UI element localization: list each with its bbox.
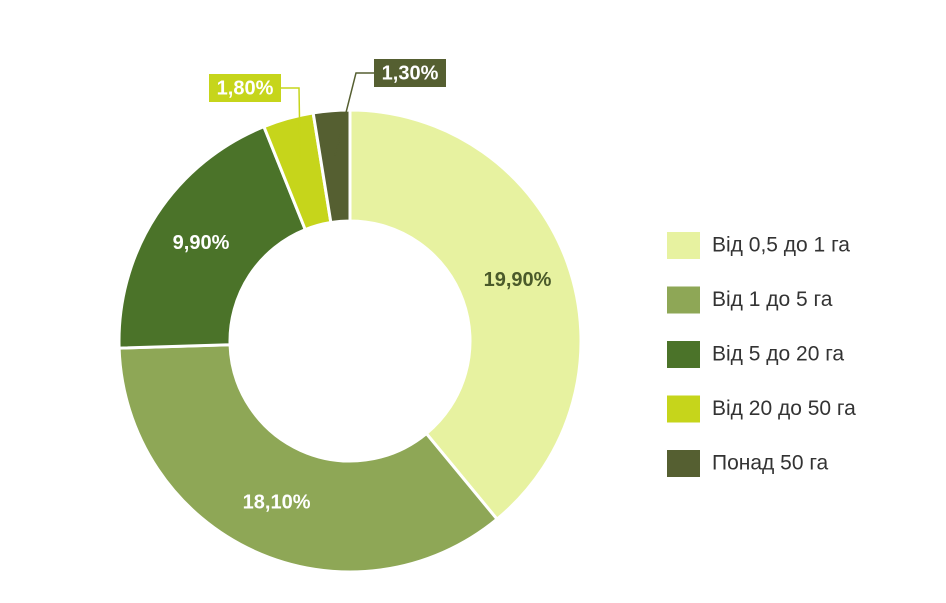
label-box bbox=[374, 59, 446, 87]
legend-swatch bbox=[667, 232, 700, 259]
legend-label: Від 20 до 50 га bbox=[712, 397, 856, 420]
legend-label: Від 1 до 5 га bbox=[712, 288, 833, 311]
label-box bbox=[209, 74, 281, 102]
data-label: 9,90% bbox=[173, 232, 230, 254]
donut-slice bbox=[311, 108, 352, 225]
data-label: 19,90% bbox=[484, 269, 552, 291]
data-label: 18,10% bbox=[243, 491, 311, 513]
leader-line bbox=[334, 72, 374, 156]
legend-label: Від 5 до 20 га bbox=[712, 343, 844, 366]
donut-slice bbox=[117, 343, 500, 574]
legend-label: Понад 50 га bbox=[712, 452, 829, 475]
data-label: 1,80% bbox=[217, 77, 274, 99]
data-label: 1,30% bbox=[382, 62, 439, 84]
legend-swatch bbox=[667, 341, 700, 368]
leader-line bbox=[281, 87, 301, 162]
legend-swatch bbox=[667, 450, 700, 477]
legend-swatch bbox=[667, 286, 700, 314]
legend-label: Від 0,5 до 1 га bbox=[712, 234, 850, 257]
legend-swatch bbox=[667, 395, 700, 423]
donut-slice bbox=[348, 108, 583, 522]
donut-slice bbox=[117, 124, 308, 350]
